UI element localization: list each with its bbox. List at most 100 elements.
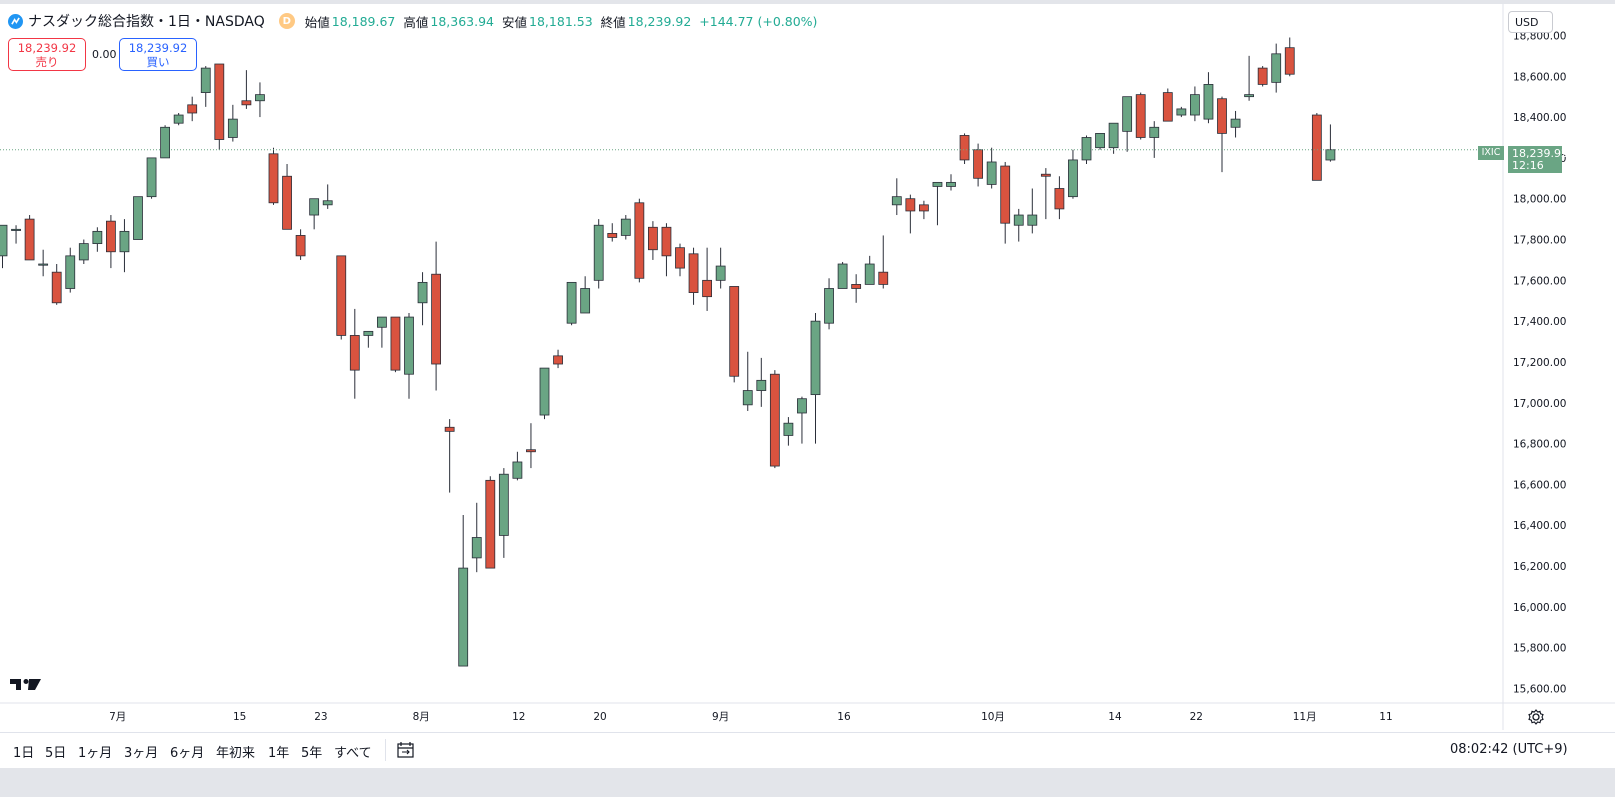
- candle-body: [92, 230, 103, 245]
- candle-body: [38, 263, 49, 266]
- buy-button[interactable]: 18,239.92 買い: [119, 38, 197, 71]
- x-tick-label: 20: [593, 711, 606, 723]
- candle-body: [390, 316, 401, 371]
- clock-display[interactable]: 08:02:42 (UTC+9): [1450, 742, 1568, 757]
- tradingview-logo-icon[interactable]: [10, 676, 42, 695]
- y-tick-label: 18,000.00: [1513, 194, 1566, 206]
- bottom-border: [0, 768, 1615, 797]
- range-all-button[interactable]: すべて: [334, 746, 372, 761]
- buy-price: 18,239.92: [128, 41, 188, 55]
- y-tick-label: 16,200.00: [1513, 561, 1566, 573]
- x-tick-label: 12: [512, 711, 525, 723]
- y-tick-label: 16,000.00: [1513, 602, 1566, 614]
- candle-body: [593, 224, 604, 281]
- range-5y-button[interactable]: 5年: [301, 746, 323, 761]
- candle-body: [742, 390, 753, 406]
- range-ytd-button[interactable]: 年初来: [216, 746, 256, 761]
- symbol-title[interactable]: ナスダック総合指数・1日・NASDAQ: [28, 14, 265, 30]
- candle-body: [688, 253, 699, 293]
- sell-label: 売り: [35, 55, 59, 69]
- candle-body: [200, 67, 211, 93]
- candle-body: [526, 449, 536, 453]
- y-tick-label: 18,800.00: [1513, 30, 1566, 42]
- candle-body: [363, 330, 374, 336]
- candle-body: [837, 263, 848, 289]
- data-source-badge: D: [278, 13, 295, 29]
- candle-body: [119, 230, 130, 253]
- range-3m-button[interactable]: 3ヶ月: [124, 746, 159, 761]
- candle-body: [607, 233, 618, 238]
- range-1m-button[interactable]: 1ヶ月: [78, 746, 113, 761]
- x-tick-label: 9月: [712, 711, 729, 723]
- candle-body: [566, 281, 577, 324]
- candle-body: [241, 100, 252, 106]
- candle-body: [1000, 165, 1011, 224]
- candle-body: [1013, 214, 1024, 226]
- candle-body: [946, 181, 956, 187]
- candle-body: [756, 379, 767, 391]
- candle-body: [404, 316, 414, 375]
- compare-calendar-icon[interactable]: [396, 741, 416, 763]
- candle-body: [851, 284, 862, 289]
- bar-countdown: 12:16: [1512, 159, 1544, 172]
- candle-body: [431, 273, 442, 365]
- sell-button[interactable]: 18,239.92 売り: [8, 38, 86, 71]
- candle-body: [702, 279, 712, 298]
- spread-value: 0.00: [92, 48, 117, 61]
- y-tick-label: 17,600.00: [1513, 275, 1566, 287]
- candle-body: [783, 422, 794, 436]
- candle-body: [160, 126, 171, 159]
- range-1d-button[interactable]: 1日: [13, 746, 35, 761]
- candle-body: [376, 316, 387, 328]
- candle-body: [1027, 214, 1038, 226]
- candle-body: [0, 224, 8, 257]
- range-6m-button[interactable]: 6ヶ月: [170, 746, 205, 761]
- candle-body: [986, 161, 997, 185]
- x-tick-label: 16: [837, 711, 851, 723]
- candle-body: [715, 265, 726, 281]
- y-tick-label: 17,200.00: [1513, 357, 1566, 369]
- low-value: 18,181.53: [529, 13, 593, 29]
- sell-price: 18,239.92: [17, 41, 77, 55]
- candle-body: [24, 218, 35, 261]
- y-tick-label: 16,600.00: [1513, 479, 1566, 491]
- candle-body: [1325, 149, 1336, 161]
- y-tick-label: 15,800.00: [1513, 643, 1566, 655]
- candle-body: [173, 114, 184, 124]
- candle-body: [444, 426, 455, 432]
- y-tick-label: 18,400.00: [1513, 112, 1566, 124]
- bottom-toolbar: 1日 5日 1ヶ月 3ヶ月 6ヶ月 年初来 1年 5年 すべて 08:02:42…: [0, 732, 1615, 768]
- price-chart[interactable]: 15,600.00 15,800.00 16,000.00 16,200.00 16,4…: [0, 4, 1615, 730]
- candle-body: [214, 63, 225, 140]
- candle-body: [51, 271, 62, 304]
- range-1y-button[interactable]: 1年: [268, 746, 290, 761]
- candle-body: [553, 355, 563, 365]
- candle-body: [824, 288, 834, 324]
- candle-body: [498, 473, 509, 536]
- candle-body: [1122, 96, 1133, 132]
- symbol-tag: IXIC: [1478, 146, 1504, 160]
- candle-body: [1176, 108, 1187, 116]
- candle-body: [878, 271, 889, 285]
- last-price-label: 18,239.92: [1512, 147, 1568, 160]
- candle-body: [255, 94, 265, 102]
- x-tick-label: 15: [233, 711, 246, 723]
- candle-body: [905, 198, 916, 212]
- candle-body: [282, 175, 292, 230]
- x-tick-label: 11月: [1293, 711, 1317, 723]
- candle-body: [322, 200, 333, 206]
- gear-icon[interactable]: [1527, 708, 1545, 726]
- x-tick-label: 11: [1379, 711, 1392, 723]
- range-5d-button[interactable]: 5日: [45, 746, 67, 761]
- candle-body: [648, 226, 658, 251]
- candle-body: [417, 281, 428, 304]
- candle-body: [973, 149, 983, 179]
- candle-body: [580, 288, 591, 314]
- candle-body: [349, 335, 360, 371]
- currency-button[interactable]: USD: [1508, 11, 1553, 33]
- candle-body: [471, 537, 482, 559]
- close-value: 18,239.92: [627, 13, 692, 29]
- candle-body: [485, 479, 496, 569]
- candle-body: [1081, 137, 1092, 161]
- candle-body: [512, 461, 523, 479]
